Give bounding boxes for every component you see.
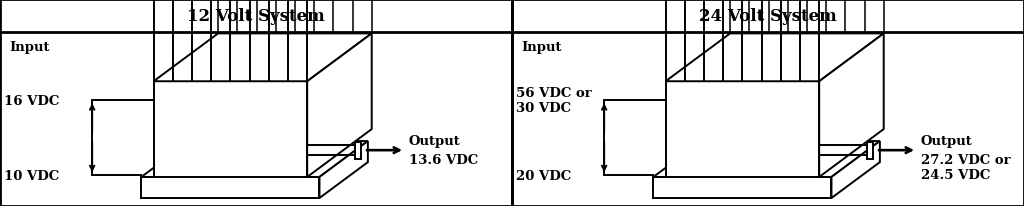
Polygon shape <box>819 34 884 177</box>
Polygon shape <box>653 141 880 177</box>
Text: Output: Output <box>409 135 461 147</box>
Text: 10 VDC: 10 VDC <box>4 169 59 182</box>
Polygon shape <box>141 177 319 198</box>
Text: 27.2 VDC or
24.5 VDC: 27.2 VDC or 24.5 VDC <box>921 153 1011 181</box>
Polygon shape <box>831 141 880 198</box>
Polygon shape <box>307 34 372 177</box>
Text: 12 Volt System: 12 Volt System <box>187 8 325 25</box>
Text: Input: Input <box>9 41 49 54</box>
Text: 16 VDC: 16 VDC <box>4 94 59 107</box>
Polygon shape <box>154 34 372 82</box>
Polygon shape <box>653 177 831 198</box>
Text: 24 Volt System: 24 Volt System <box>699 8 837 25</box>
Polygon shape <box>141 141 368 177</box>
Polygon shape <box>666 34 884 82</box>
Text: 20 VDC: 20 VDC <box>516 169 571 182</box>
Polygon shape <box>866 142 872 159</box>
Bar <box>0 0 512 206</box>
Polygon shape <box>154 82 307 177</box>
Polygon shape <box>319 141 368 198</box>
Text: Input: Input <box>521 41 561 54</box>
Polygon shape <box>355 142 361 159</box>
Bar <box>512 0 1024 206</box>
Polygon shape <box>666 82 819 177</box>
Text: 56 VDC or
30 VDC: 56 VDC or 30 VDC <box>516 87 592 115</box>
Text: Output: Output <box>921 135 973 147</box>
Text: 13.6 VDC: 13.6 VDC <box>409 153 478 166</box>
